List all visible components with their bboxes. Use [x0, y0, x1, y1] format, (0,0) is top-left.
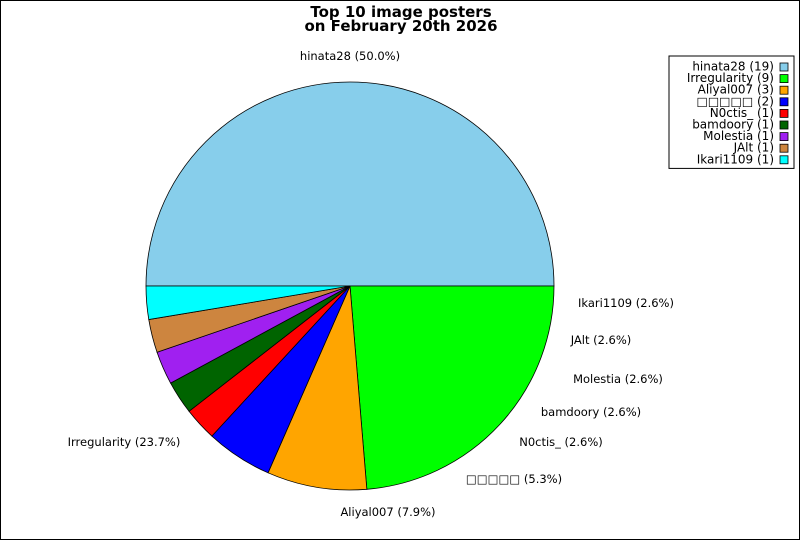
slice-label-5: bamdoory (2.6%): [541, 405, 641, 419]
legend-label-7: JAlt (1): [733, 141, 774, 155]
legend-label-1: Irregularity (9): [687, 71, 774, 85]
slice-label-8: Ikari1109 (2.6%): [578, 296, 674, 310]
legend-label-2: Aliyal007 (3): [698, 83, 774, 97]
pie-slice-8: [145, 285, 351, 321]
chart-title-line-1: Top 10 image posters: [310, 3, 491, 21]
legend: hinata28 (19)Irregularity (9)Aliyal007 (…: [668, 55, 795, 169]
slice-label-2: Aliyal007 (7.9%): [340, 505, 435, 519]
legend-swatch-5: [779, 120, 789, 130]
legend-label-5: bamdoory (1): [692, 118, 774, 132]
slice-label-6: Molestia (2.6%): [573, 372, 663, 386]
legend-swatch-6: [779, 132, 789, 142]
slice-label-4: N0ctis_ (2.6%): [519, 435, 603, 449]
pie-slice-0: [145, 81, 555, 287]
chart-title-line-2: on February 20th 2026: [304, 17, 497, 35]
legend-swatch-7: [779, 143, 789, 153]
pie-slices: [145, 81, 555, 491]
legend-label-4: N0ctis_ (1): [710, 106, 774, 120]
slice-label-3: □□□□□ (5.3%): [466, 472, 562, 486]
legend-label-0: hinata28 (19): [692, 60, 774, 74]
legend-label-3: □□□□□ (2): [696, 94, 774, 108]
slice-label-1: Irregularity (23.7%): [68, 435, 181, 449]
pie-slice-1: [349, 285, 555, 490]
legend-swatch-1: [779, 74, 789, 83]
legend-swatch-4: [779, 109, 789, 118]
legend-swatch-8: [779, 155, 789, 165]
pie-slice-2: [267, 285, 368, 491]
legend-label-6: Molestia (1): [703, 129, 774, 143]
slice-label-7: JAlt (2.6%): [570, 333, 632, 347]
slice-label-0: hinata28 (50.0%): [300, 49, 400, 63]
legend-label-8: Ikari1109 (1): [697, 152, 774, 166]
legend-swatch-3: [779, 97, 789, 107]
legend-swatch-0: [779, 62, 789, 72]
slice-labels: hinata28 (50.0%) Irregularity (23.7%) Aliy…: [68, 49, 674, 519]
legend-box: [668, 55, 795, 169]
legend-swatch-2: [779, 85, 789, 95]
